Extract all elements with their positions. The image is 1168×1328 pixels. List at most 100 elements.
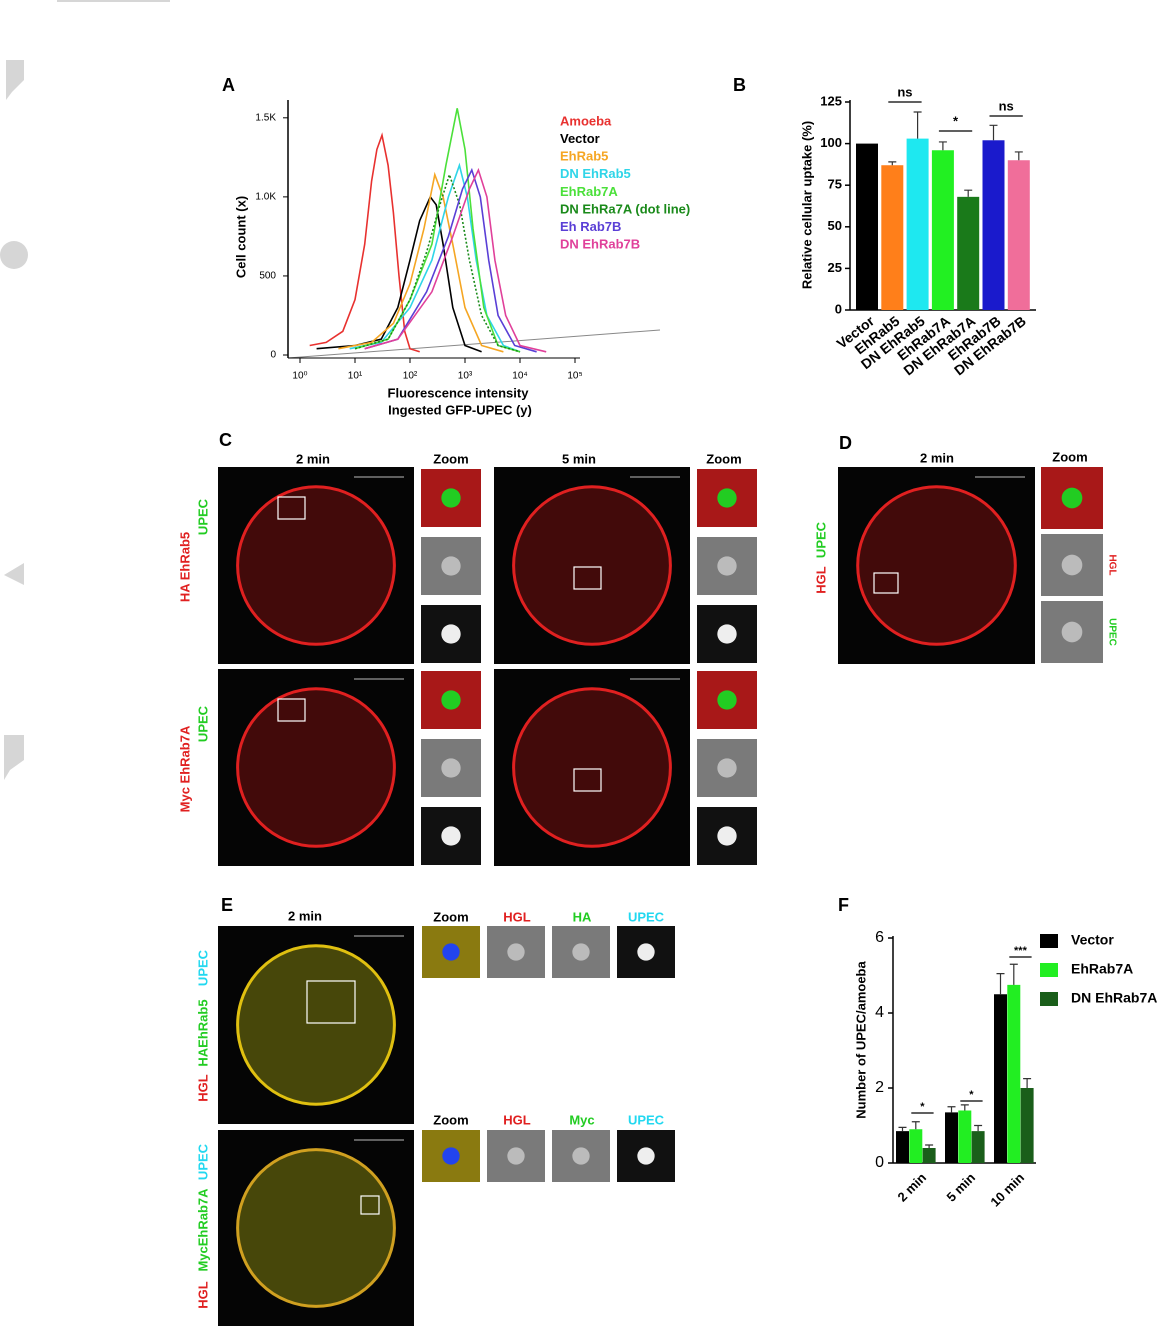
significance-label: * bbox=[920, 1101, 925, 1113]
legend-swatch bbox=[1040, 963, 1058, 977]
column-header: Zoom bbox=[1052, 449, 1087, 464]
column-header: 2 min bbox=[920, 450, 954, 465]
legend-entry: EhRab5 bbox=[560, 149, 608, 164]
bar bbox=[958, 1110, 972, 1163]
y-tick-label: 50 bbox=[828, 218, 842, 233]
bar bbox=[945, 1112, 958, 1163]
bar bbox=[922, 1148, 936, 1163]
y-axis-label: Cell count (x) bbox=[233, 196, 248, 278]
panel-letter: F bbox=[838, 895, 849, 915]
cell bbox=[512, 485, 672, 646]
zoom-spot bbox=[441, 556, 461, 576]
bar bbox=[856, 143, 878, 310]
zoom-label: UPEC bbox=[1106, 618, 1117, 646]
x-tick-label: 10⁰ bbox=[292, 371, 307, 382]
y-tick-label: 100 bbox=[820, 135, 842, 150]
y-tick-label: 0 bbox=[875, 1154, 884, 1171]
zoom-spot bbox=[441, 826, 461, 846]
y-tick-label: 0 bbox=[835, 301, 842, 316]
legend-swatch bbox=[1040, 992, 1058, 1006]
artifact bbox=[6, 60, 24, 100]
row-label: HGL bbox=[813, 566, 828, 594]
error-bar bbox=[925, 1144, 934, 1148]
cell bbox=[856, 485, 1017, 646]
panel-letter: B bbox=[733, 75, 746, 95]
zoom-spot bbox=[637, 1147, 655, 1165]
zoom-spot bbox=[441, 690, 461, 710]
column-header: Myc bbox=[569, 1112, 594, 1127]
error-bar bbox=[913, 111, 922, 139]
column-header: HGL bbox=[503, 1112, 531, 1127]
bar bbox=[909, 1129, 923, 1163]
column-header: 2 min bbox=[288, 908, 322, 923]
significance-label: * bbox=[953, 113, 959, 128]
y-tick-label: 125 bbox=[820, 93, 842, 108]
column-header: HGL bbox=[503, 909, 531, 924]
error-bar bbox=[996, 973, 1005, 995]
zoom-spot bbox=[717, 556, 737, 576]
legend-swatch bbox=[1040, 934, 1058, 948]
bar bbox=[896, 1131, 909, 1163]
y-tick-label: 1.0K bbox=[255, 192, 276, 203]
error-bar bbox=[960, 1104, 969, 1111]
column-header: HA bbox=[573, 909, 592, 924]
row-label: HGL bbox=[195, 1281, 210, 1309]
roi-box bbox=[360, 1195, 380, 1215]
roi-box bbox=[306, 980, 356, 1024]
histogram-line bbox=[349, 162, 521, 353]
error-bar bbox=[911, 1121, 920, 1130]
zoom-spot bbox=[717, 826, 737, 846]
y-tick-label: 75 bbox=[828, 177, 842, 192]
row-label: MycEhRab7A bbox=[195, 1188, 210, 1272]
error-bar bbox=[1009, 963, 1018, 985]
roi-box bbox=[873, 572, 899, 594]
y-tick-label: 0 bbox=[270, 350, 276, 361]
error-bar bbox=[1023, 1078, 1032, 1088]
bar bbox=[906, 138, 929, 310]
row-label: HA EhRab5 bbox=[177, 532, 192, 602]
histogram-line bbox=[354, 172, 521, 353]
histogram-line bbox=[364, 167, 537, 353]
row-label: HGL bbox=[195, 1074, 210, 1102]
cell bbox=[236, 944, 396, 1106]
scan-artifacts bbox=[0, 0, 170, 780]
zoom-spot bbox=[442, 1147, 460, 1165]
x-tick-label: 10² bbox=[403, 371, 418, 382]
error-bar bbox=[888, 161, 897, 166]
significance-label: ns bbox=[999, 98, 1014, 113]
zoom-spot bbox=[1061, 554, 1083, 576]
error-bar bbox=[938, 141, 947, 151]
artifact bbox=[4, 563, 24, 585]
legend-entry: DN EhRa7A (dot line) bbox=[560, 201, 690, 216]
column-header: 2 min bbox=[296, 451, 330, 466]
cell bbox=[236, 687, 396, 848]
legend-entry: Eh Rab7B bbox=[560, 219, 621, 234]
zoom-spot bbox=[441, 624, 461, 644]
histogram-line bbox=[338, 171, 504, 353]
zoom-spot bbox=[507, 943, 525, 961]
zoom-spot bbox=[572, 943, 590, 961]
zoom-spot bbox=[572, 1147, 590, 1165]
legend-entry: DN EhRab7A bbox=[1071, 990, 1157, 1006]
row-label: UPEC bbox=[195, 705, 210, 742]
error-bar bbox=[898, 1126, 907, 1132]
row-label: UPEC bbox=[813, 521, 828, 558]
roi-box bbox=[573, 566, 602, 590]
y-tick-label: 500 bbox=[259, 271, 276, 282]
y-tick-label: 2 bbox=[875, 1079, 884, 1096]
legend-entry: Amoeba bbox=[560, 113, 612, 128]
x-tick-label: 10³ bbox=[458, 371, 473, 382]
zoom-spot bbox=[442, 943, 460, 961]
zoom-spot bbox=[717, 488, 737, 508]
legend-entry: DN EhRab5 bbox=[560, 166, 631, 181]
roi-box bbox=[277, 698, 306, 722]
zoom-spot bbox=[441, 488, 461, 508]
panel-letter: C bbox=[219, 430, 232, 450]
roi-box bbox=[573, 768, 602, 792]
y-tick-label: 4 bbox=[875, 1004, 884, 1021]
x-tick-label: 5 min bbox=[944, 1170, 979, 1205]
bar bbox=[881, 165, 904, 310]
column-header: Zoom bbox=[706, 451, 741, 466]
error-bar bbox=[964, 189, 973, 197]
zoom-spot bbox=[507, 1147, 525, 1165]
